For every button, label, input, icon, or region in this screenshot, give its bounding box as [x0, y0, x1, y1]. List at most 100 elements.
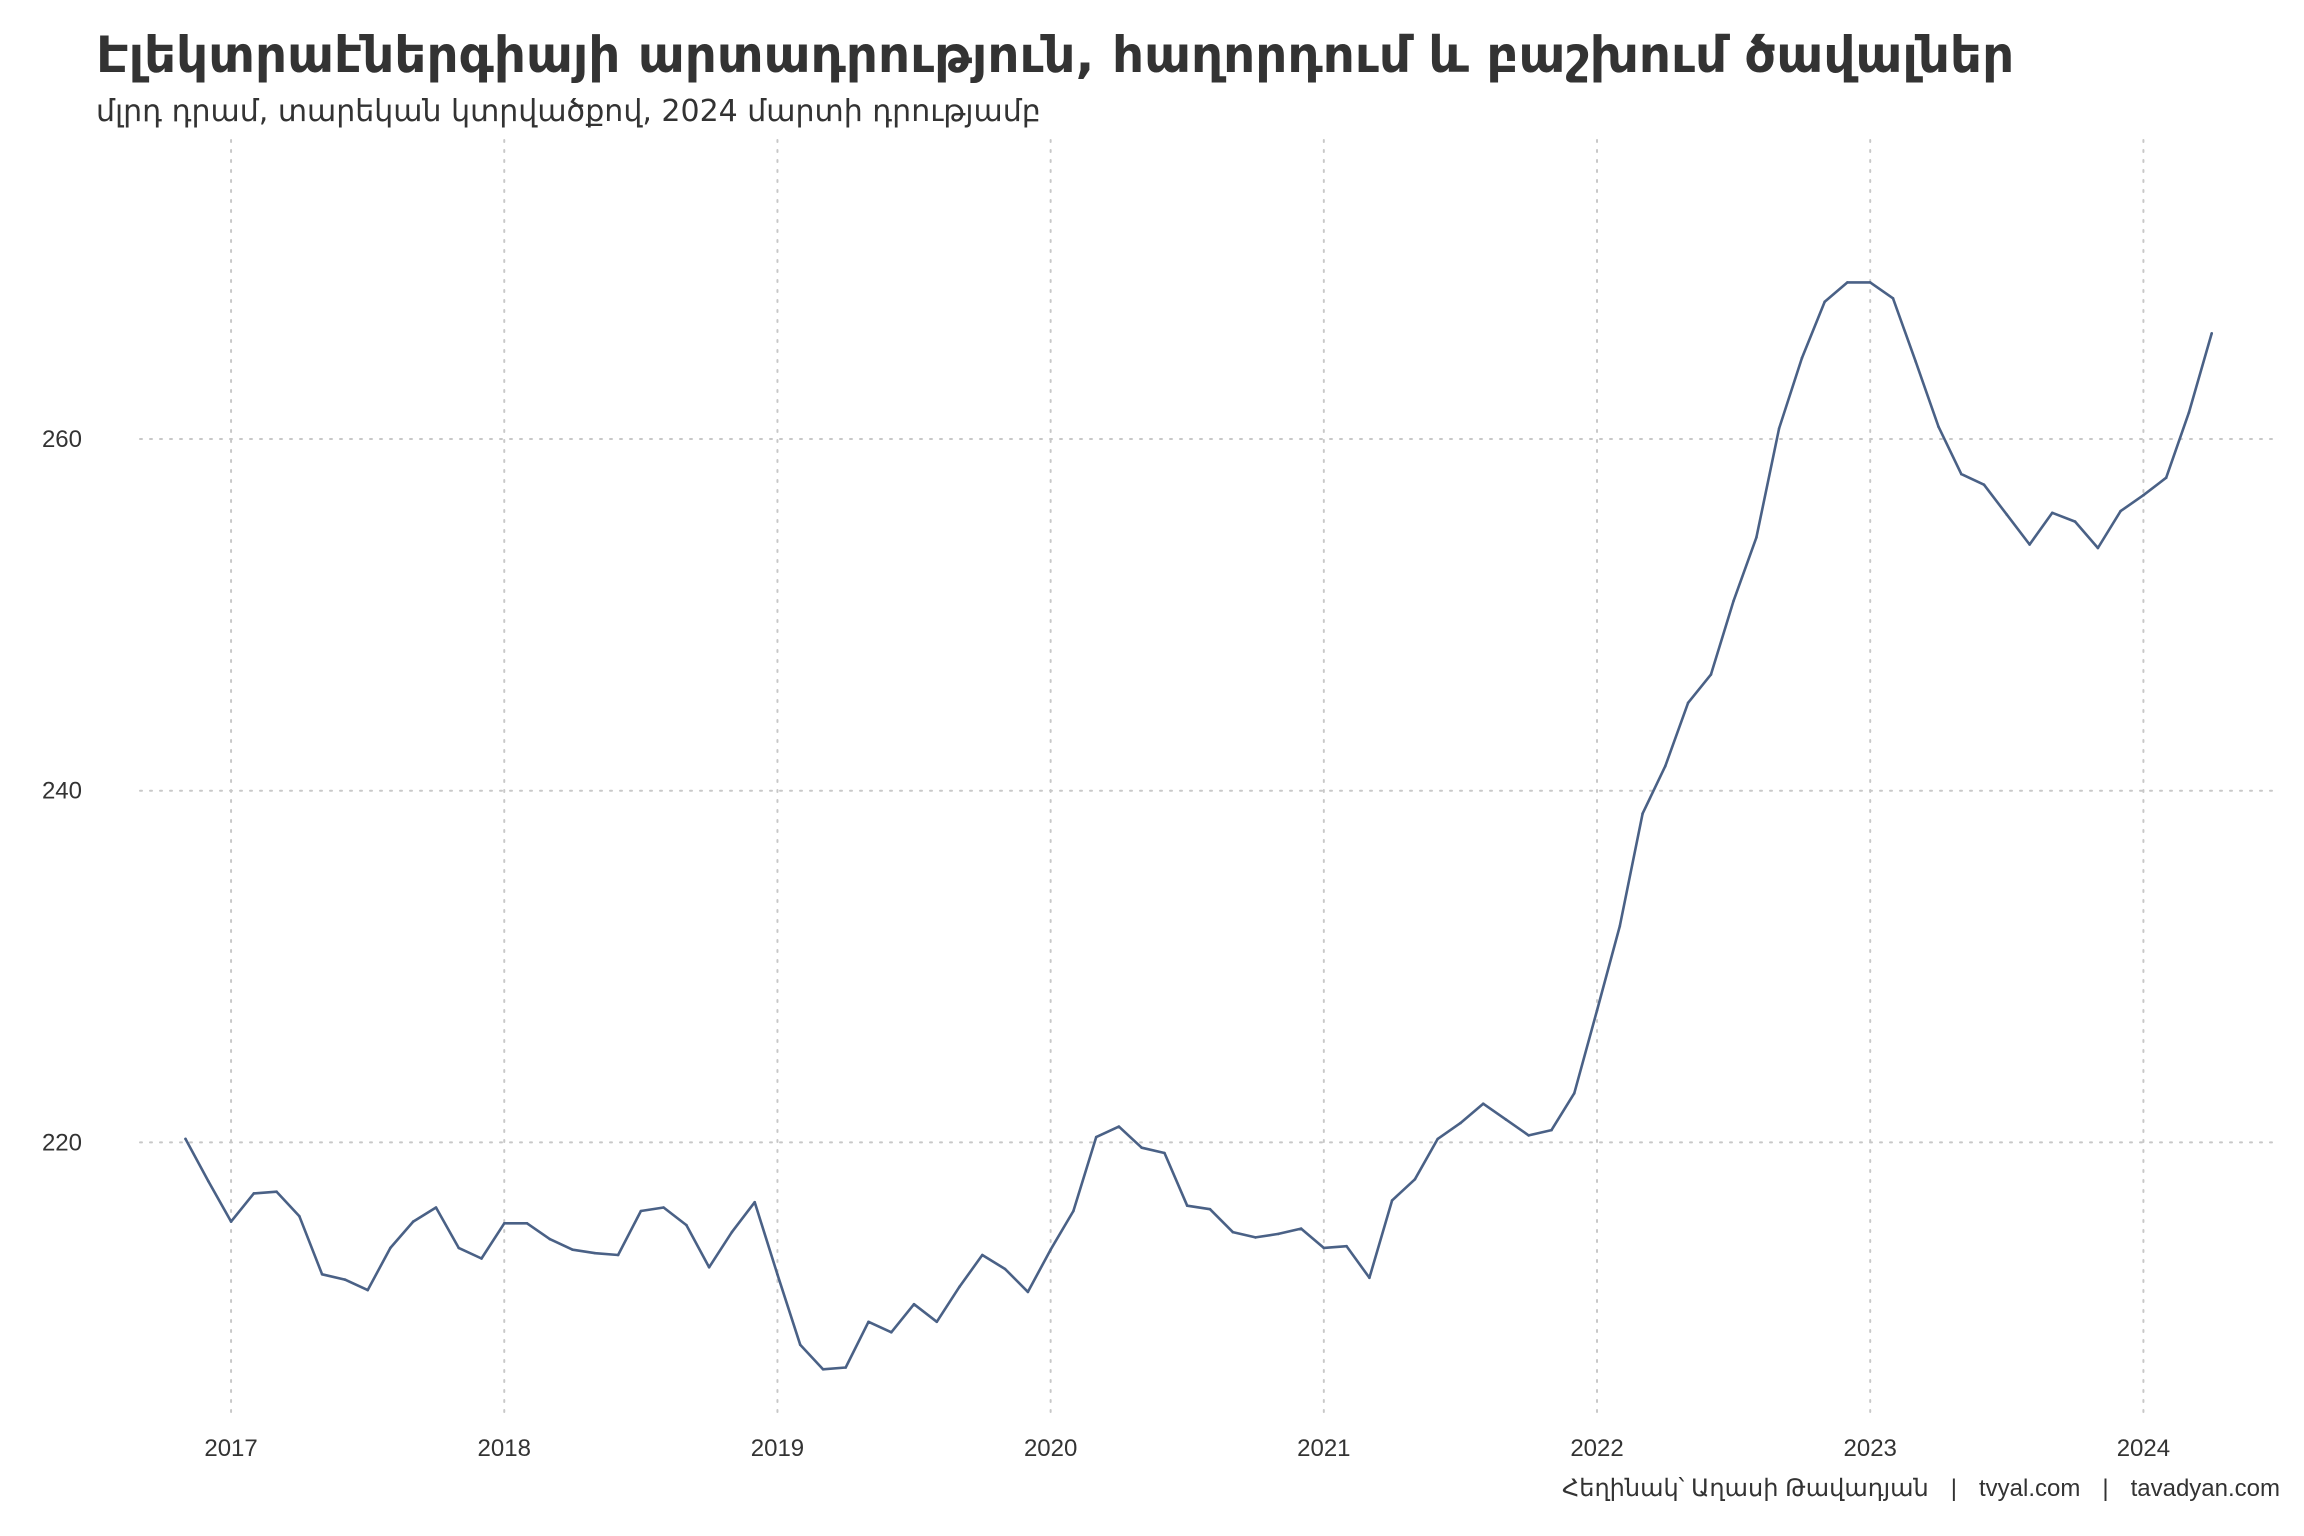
data-point	[1436, 1137, 1439, 1141]
data-point	[1686, 701, 1690, 705]
x-tick-label: 2023	[1844, 1435, 1897, 1462]
axis-tick-labels: 2017 2018 2019 2020 2021 2022 2023 2024 220 240 26…	[42, 426, 2170, 1462]
caption-site-tvyal: tvyal.com	[1978, 1475, 2081, 1502]
data-point	[1459, 1121, 1462, 1125]
data-point	[753, 1200, 756, 1204]
data-point	[1481, 1102, 1485, 1105]
data-point	[890, 1331, 893, 1334]
data-point	[1777, 427, 1781, 430]
data-point	[1595, 1009, 1599, 1012]
caption-author: Հեղինակ՝ Աղասի Թավադյան	[1562, 1475, 1929, 1502]
data-point	[1800, 356, 1804, 360]
data-point	[275, 1190, 278, 1193]
data-point	[503, 1222, 506, 1225]
data-point	[571, 1248, 574, 1251]
data-point	[1322, 1246, 1326, 1250]
data-point	[252, 1192, 256, 1195]
data-point	[1550, 1128, 1553, 1132]
x-tick-label: 2021	[1297, 1435, 1350, 1462]
data-point	[821, 1368, 825, 1371]
data-point	[912, 1302, 916, 1306]
data-point	[343, 1278, 347, 1281]
data-point	[2119, 509, 2122, 513]
data-point	[639, 1209, 643, 1213]
data-point	[1823, 300, 1826, 304]
x-tick-label: 2018	[478, 1435, 531, 1462]
data-point	[1231, 1230, 1235, 1234]
data-point	[685, 1223, 688, 1227]
data-point	[1413, 1178, 1417, 1181]
x-tick-label: 2020	[1024, 1435, 1077, 1462]
data-point	[457, 1246, 461, 1250]
data-point	[1960, 472, 1963, 476]
data-point	[730, 1230, 734, 1234]
chart-subtitle: մլրդ դրամ, տարեկան կտրվածքով, 2024 մարտի…	[96, 94, 1041, 129]
data-point	[867, 1320, 870, 1324]
data-point	[1140, 1146, 1143, 1149]
caption-separator: |	[1950, 1475, 1957, 1502]
data-point	[2028, 543, 2031, 546]
data-point	[480, 1257, 483, 1260]
data-point	[229, 1220, 233, 1223]
data-point	[1368, 1276, 1371, 1280]
caption: Հեղինակ՝ Աղասի Թավադյան | tvyal.com | tavady…	[1562, 1474, 2280, 1503]
data-point	[389, 1246, 392, 1250]
caption-site-tavadyan: tavadyan.com	[2130, 1475, 2280, 1502]
y-tick-label: 240	[42, 778, 82, 805]
y-tick-label: 260	[42, 426, 82, 453]
data-point	[594, 1251, 597, 1255]
data-point	[958, 1285, 961, 1288]
data-point	[1208, 1207, 1212, 1211]
data-point	[616, 1253, 620, 1257]
grid-lines	[139, 139, 2281, 1416]
data-point	[1641, 812, 1644, 815]
data-point	[2210, 332, 2213, 335]
data-point	[366, 1288, 370, 1292]
data-point	[2142, 493, 2145, 497]
data-point	[1937, 425, 1940, 429]
data-point	[1026, 1290, 1030, 1294]
data-point	[1072, 1209, 1075, 1213]
data-point	[1527, 1134, 1530, 1137]
data-point	[1345, 1244, 1348, 1248]
data-point	[320, 1273, 324, 1276]
data-point	[1732, 599, 1735, 603]
data-point	[1982, 483, 1986, 487]
data-point	[981, 1253, 984, 1257]
data-point	[1299, 1227, 1303, 1230]
data-point	[2187, 411, 2191, 414]
data-point	[1185, 1204, 1189, 1207]
data-point	[525, 1222, 529, 1225]
data-point	[207, 1179, 210, 1183]
x-tick-label: 2024	[2117, 1435, 2170, 1462]
data-point	[1049, 1248, 1052, 1251]
data-point	[1868, 281, 1872, 284]
data-point	[1573, 1091, 1576, 1095]
data-point	[1390, 1199, 1394, 1202]
data-point	[1504, 1118, 1508, 1121]
data-point	[776, 1273, 779, 1276]
data-point	[935, 1320, 939, 1324]
data-point	[1846, 281, 1849, 284]
data-point	[434, 1206, 438, 1209]
data-point	[1163, 1151, 1166, 1155]
data-point	[1914, 360, 1917, 363]
x-tick-label: 2019	[751, 1435, 804, 1462]
data-point	[707, 1266, 711, 1269]
chart-title: Էլեկտրաէներգիայի արտադրություն, հաղորդու…	[96, 26, 2015, 84]
data-point	[1664, 764, 1667, 768]
data-point	[798, 1343, 802, 1346]
data-point	[1254, 1236, 1257, 1239]
data-point	[1117, 1125, 1121, 1128]
data-point	[411, 1220, 415, 1223]
data-point	[2164, 476, 2168, 480]
data-point	[1709, 673, 1713, 676]
data-point	[1277, 1232, 1280, 1236]
data-point	[2005, 513, 2009, 516]
x-tick-label: 2022	[1570, 1435, 1623, 1462]
data-point	[844, 1366, 847, 1369]
data-point	[662, 1206, 665, 1209]
data-point	[298, 1215, 301, 1218]
data-point	[1094, 1135, 1098, 1139]
